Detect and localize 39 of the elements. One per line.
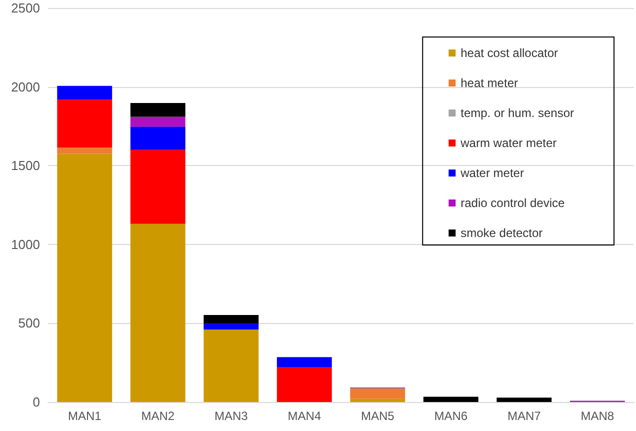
- bar: [130, 116, 186, 127]
- bar: [204, 315, 259, 324]
- y-tick-label: 0: [32, 394, 40, 410]
- x-tick-label: MAN3: [214, 409, 248, 423]
- x-tick-label: MAN2: [141, 409, 175, 423]
- bar: [57, 86, 112, 100]
- bar: [276, 357, 332, 368]
- bar: [496, 398, 552, 402]
- bar: [204, 330, 259, 402]
- legend-label: water meter: [460, 166, 524, 180]
- bar: [57, 100, 112, 148]
- y-tick-label: 1500: [11, 158, 40, 174]
- legend-label: heat meter: [460, 76, 518, 90]
- y-tick-label: 2000: [11, 79, 40, 94]
- x-tick-label: MAN5: [360, 409, 395, 423]
- legend-label: smoke detector: [460, 226, 543, 240]
- bar: [423, 396, 478, 402]
- bar: [204, 324, 259, 330]
- bar: [57, 154, 112, 402]
- x-tick-label: MAN1: [68, 409, 102, 423]
- bar: [350, 398, 406, 402]
- x-tick-label: MAN8: [580, 409, 614, 423]
- y-tick-label: 500: [18, 316, 40, 331]
- x-tick-label: MAN6: [434, 409, 468, 423]
- bar: [57, 147, 112, 154]
- x-tick-label: MAN7: [507, 409, 542, 423]
- legend-label: radio control device: [460, 196, 566, 210]
- legend-label: warm water meter: [460, 136, 557, 150]
- bar: [130, 224, 186, 402]
- bar: [276, 367, 332, 402]
- y-tick-label: 2500: [11, 0, 40, 16]
- bar: [130, 150, 186, 224]
- legend-label: temp. or hum. sensor: [460, 106, 574, 120]
- x-tick-label: MAN4: [288, 409, 322, 423]
- y-tick-label: 1000: [11, 236, 40, 252]
- bar: [130, 126, 186, 150]
- legend-label: heat cost allocator: [460, 46, 558, 60]
- bar: [350, 388, 406, 399]
- bar: [130, 103, 186, 117]
